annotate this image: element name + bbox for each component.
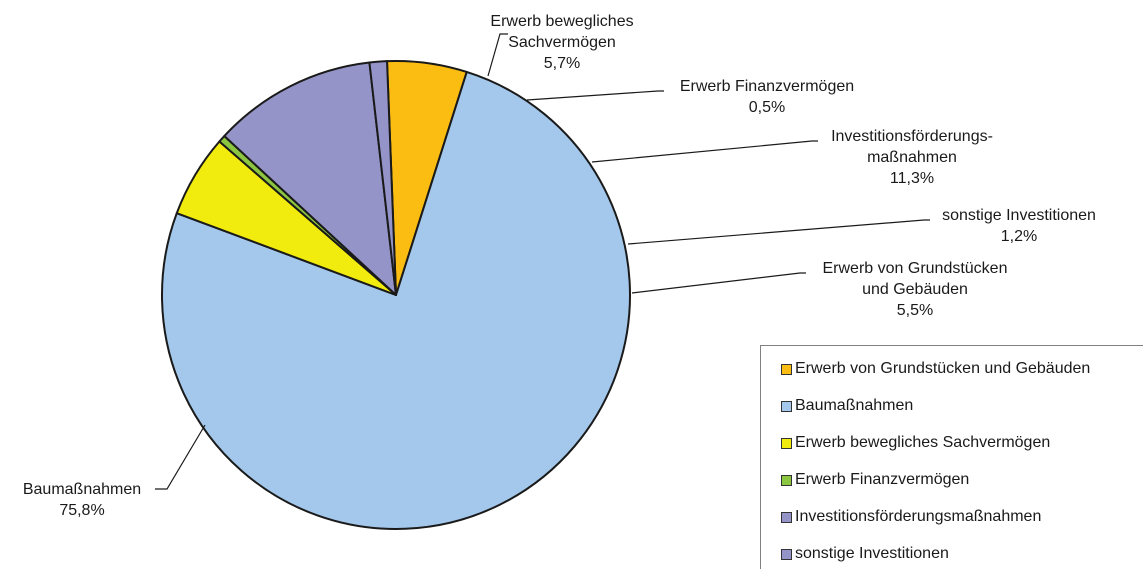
legend-label: Erwerb Finanzvermögen xyxy=(795,471,970,488)
legend-item-baumassnahmen: Baumaßnahmen xyxy=(781,397,913,415)
pie-slice-sonstige xyxy=(368,60,397,296)
pie-slices xyxy=(161,60,631,530)
data-label-finanzvermoegen: 0,5% xyxy=(749,99,785,116)
data-label-grundstuecke: 5,5% xyxy=(897,302,933,319)
legend-item-sachvermoegen: Erwerb bewegliches Sachvermögen xyxy=(781,434,1050,452)
legend-item-finanzvermoegen: Erwerb Finanzvermögen xyxy=(781,471,969,489)
pie-slice-investitionsfoerderung xyxy=(223,61,397,296)
slice-label-finanzvermoegen: Erwerb Finanzvermögen xyxy=(680,78,854,95)
data-label-baumassnahmen: 75,8% xyxy=(59,502,104,519)
leader-line-investitionsfoerderung xyxy=(591,140,818,163)
legend-swatch xyxy=(781,363,792,375)
data-label-sachvermoegen: 5,7% xyxy=(544,55,580,72)
legend-swatch xyxy=(781,400,792,412)
leader-line-grundstuecke xyxy=(631,272,806,294)
legend-swatch xyxy=(781,474,792,486)
legend-label: Investitionsförderungsmaßnahmen xyxy=(795,508,1042,525)
slice-label-grundstuecke: Erwerb von Grundstücken xyxy=(823,260,1008,277)
legend-item-investitionsfoerderung: Investitionsförderungsmaßnahmen xyxy=(781,508,1041,526)
slice-label-sonstige: sonstige Investitionen xyxy=(942,207,1096,224)
data-label-investitionsfoerderung: 11,3% xyxy=(890,170,934,187)
legend-label: Erwerb bewegliches Sachvermögen xyxy=(795,434,1051,451)
slice-labels: Erwerb von Grundstücken und Gebäuden 5,5% B… xyxy=(23,13,1096,519)
leader-lines xyxy=(155,33,930,490)
slice-label-sachvermoegen: Erwerb bewegliches xyxy=(490,13,633,30)
leader-line-sonstige xyxy=(627,219,930,245)
legend-label: Baumaßnahmen xyxy=(795,397,914,414)
slice-label-grundstuecke: und Gebäuden xyxy=(862,281,968,298)
leader-line-sachvermoegen xyxy=(487,33,508,77)
legend-item-grundstuecke: Erwerb von Grundstücken und Gebäuden xyxy=(781,360,1090,378)
pie-slice-baumassnahmen xyxy=(161,70,631,530)
slice-label-investitionsfoerderung: Investitionsförderungs- xyxy=(831,128,993,145)
legend-swatch xyxy=(781,511,792,523)
leader-line-baumassnahmen xyxy=(155,424,206,490)
legend-label: sonstige Investitionen xyxy=(795,545,949,562)
slice-label-investitionsfoerderung: maßnahmen xyxy=(867,149,957,166)
leader-line-finanzvermoegen xyxy=(526,90,664,101)
legend-label: Erwerb von Grundstücken und Gebäuden xyxy=(795,360,1091,377)
slice-label-baumassnahmen: Baumaßnahmen xyxy=(23,481,141,498)
legend-swatch xyxy=(781,437,792,449)
legend-item-sonstige: sonstige Investitionen xyxy=(781,545,949,563)
slice-label-sachvermoegen: Sachvermögen xyxy=(508,34,616,51)
data-label-sonstige: 1,2% xyxy=(1001,228,1037,245)
legend: Erwerb von Grundstücken und Gebäuden Bau… xyxy=(760,345,1143,569)
legend-swatch xyxy=(781,548,792,560)
